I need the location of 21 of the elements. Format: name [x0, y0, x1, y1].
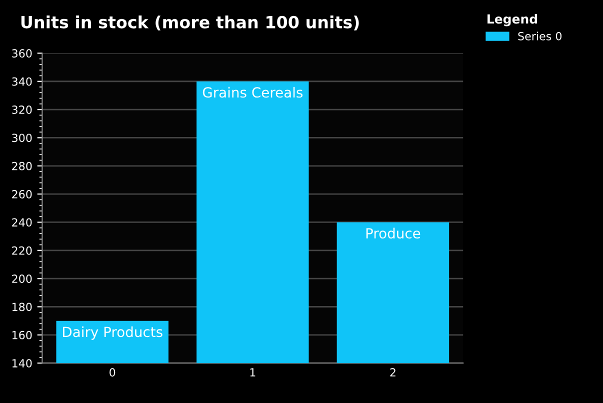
- y-tick-label: 160: [12, 330, 32, 340]
- legend-title: Legend: [488, 14, 538, 26]
- y-tick-label: 180: [12, 302, 32, 312]
- y-tick-label: 140: [12, 359, 32, 368]
- y-tick-label: 300: [12, 134, 32, 142]
- y-tick-label: 340: [12, 77, 32, 86]
- y-tick-label: 260: [12, 190, 32, 198]
- y-tick-label: 200: [12, 274, 32, 283]
- y-tick-label: 360: [12, 49, 32, 58]
- annotation: Dairy Products: [63, 326, 162, 340]
- x-tick-label: 1: [250, 368, 256, 376]
- y-tick-label: 320: [12, 106, 32, 114]
- x-tick-label: 0: [110, 368, 116, 377]
- x-tick-label: 2: [390, 368, 396, 376]
- legend-label: Series 0: [518, 32, 562, 40]
- annotation: Produce: [366, 228, 420, 239]
- annotation: Grains Cereals: [202, 86, 303, 98]
- y-tick-label: 280: [12, 162, 32, 170]
- y-tick-label: 220: [12, 246, 32, 255]
- chart-title: Units in stock (more than 100 units): [21, 16, 359, 30]
- y-tick-label: 240: [12, 218, 32, 227]
